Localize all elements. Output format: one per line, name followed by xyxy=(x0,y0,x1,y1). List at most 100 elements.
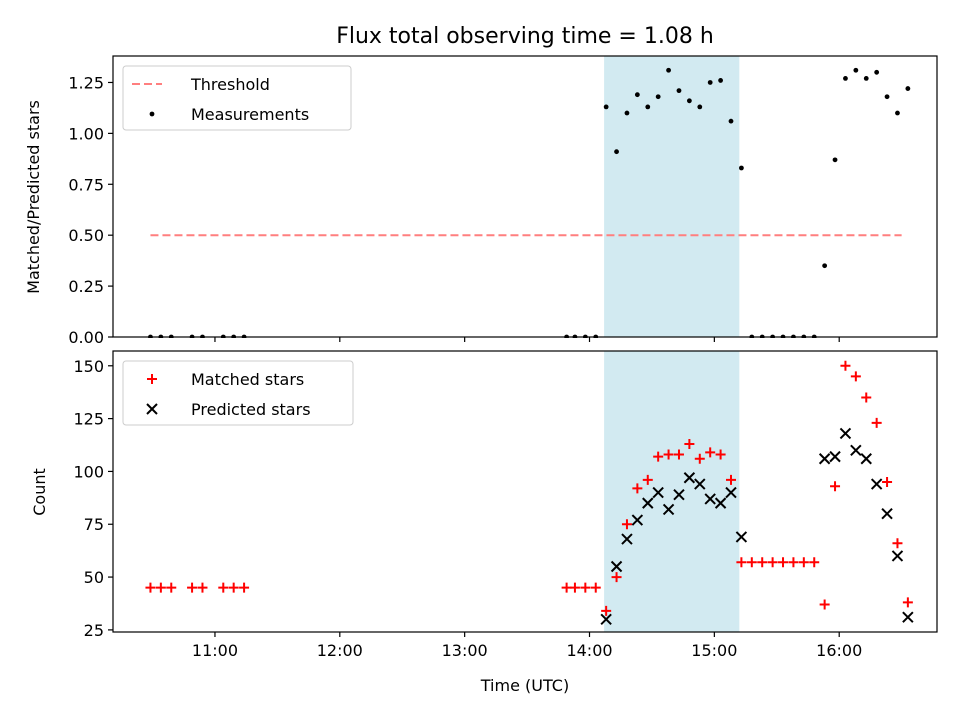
y-tick-label: 50 xyxy=(84,568,104,587)
data-point xyxy=(840,360,851,371)
data-point xyxy=(632,483,643,494)
y-tick-label: 0.00 xyxy=(68,328,104,347)
x-tick-label: 12:00 xyxy=(317,641,363,660)
legend-label: Predicted stars xyxy=(191,400,311,419)
top-panel-y-label: Matched/Predicted stars xyxy=(24,100,43,294)
data-point xyxy=(718,78,723,83)
data-point xyxy=(655,94,661,100)
x-tick-label: 14:00 xyxy=(566,641,612,660)
data-point xyxy=(809,557,820,568)
data-point xyxy=(187,582,198,593)
observing-interval-band xyxy=(604,351,740,632)
data-point xyxy=(739,165,744,171)
y-tick-label: 125 xyxy=(73,410,104,429)
data-point xyxy=(590,582,601,593)
data-point xyxy=(166,582,177,593)
data-point xyxy=(843,75,848,81)
x-tick-label: 11:00 xyxy=(192,641,238,660)
data-point xyxy=(767,557,778,568)
data-point xyxy=(697,104,703,110)
legend-box xyxy=(122,65,352,131)
data-point xyxy=(684,438,695,449)
data-point xyxy=(155,582,166,593)
data-point xyxy=(634,92,640,98)
data-point xyxy=(746,557,757,568)
data-point xyxy=(642,474,653,485)
legend-swatch xyxy=(146,403,158,415)
data-point xyxy=(580,582,591,593)
legend-label: Matched stars xyxy=(191,370,304,389)
data-point xyxy=(871,417,882,428)
y-tick-label: 0.25 xyxy=(68,277,104,296)
axes-frame xyxy=(112,55,938,338)
data-point xyxy=(676,88,682,94)
data-point xyxy=(905,86,911,91)
data-point xyxy=(850,444,862,457)
x-tick-label: 16:00 xyxy=(816,641,862,660)
data-point xyxy=(735,531,748,543)
data-point xyxy=(705,447,716,458)
legend-label: Threshold xyxy=(190,75,270,94)
y-tick-label: 0.50 xyxy=(68,226,104,245)
data-point xyxy=(895,110,900,116)
data-point xyxy=(666,67,671,73)
data-point xyxy=(704,493,716,505)
data-point xyxy=(725,486,737,499)
data-point xyxy=(818,453,831,465)
data-point xyxy=(902,597,913,608)
x-axis-label: Time (UTC) xyxy=(480,676,569,695)
data-point xyxy=(839,427,852,440)
data-point xyxy=(728,118,734,124)
data-point xyxy=(853,67,859,73)
data-point xyxy=(569,582,580,593)
data-point xyxy=(757,557,768,568)
data-point xyxy=(860,453,872,465)
legend-box xyxy=(122,360,354,426)
data-point xyxy=(145,582,156,593)
y-tick-label: 1.00 xyxy=(68,124,104,143)
data-point xyxy=(197,582,208,593)
data-point xyxy=(652,486,664,499)
data-point xyxy=(736,557,747,568)
bottom-panel: 25 50 75 100 125 150 11:00 12:00 13:00 14:00 15:00… xyxy=(73,350,938,660)
x-tick-label: 15:00 xyxy=(691,641,737,660)
data-point xyxy=(707,80,713,85)
y-tick-label: 0.75 xyxy=(68,175,104,194)
data-point xyxy=(642,497,654,509)
data-point xyxy=(621,533,633,545)
data-point xyxy=(863,75,869,81)
data-point xyxy=(603,104,609,110)
data-points xyxy=(145,360,914,626)
data-point xyxy=(228,582,239,593)
data-point xyxy=(714,497,727,509)
legend: Threshold Measurements xyxy=(122,65,352,131)
y-tick-label: 75 xyxy=(84,515,104,534)
data-point xyxy=(673,449,684,460)
data-point xyxy=(621,519,632,530)
data-point xyxy=(645,104,651,110)
data-point xyxy=(861,392,872,403)
data-point xyxy=(600,613,612,626)
data-point xyxy=(673,488,685,501)
data-point xyxy=(832,157,838,163)
data-point xyxy=(624,110,630,116)
data-point xyxy=(902,611,914,623)
data-point xyxy=(611,572,622,583)
data-point xyxy=(239,582,250,593)
top-panel: 0.00 0.25 0.50 0.75 1.00 1.25 Threshold Measure… xyxy=(68,55,938,347)
data-point xyxy=(829,450,841,463)
data-point xyxy=(850,371,861,382)
data-point xyxy=(662,503,675,516)
data-point xyxy=(788,557,799,568)
data-point xyxy=(881,507,893,520)
data-point xyxy=(686,98,692,104)
data-point xyxy=(819,599,830,610)
x-tick-label: 13:00 xyxy=(442,641,488,660)
data-point xyxy=(694,478,706,490)
data-point xyxy=(778,557,789,568)
data-point xyxy=(631,514,644,526)
data-point xyxy=(884,94,890,100)
data-point xyxy=(663,449,674,460)
y-tick-label: 1.25 xyxy=(68,73,104,92)
